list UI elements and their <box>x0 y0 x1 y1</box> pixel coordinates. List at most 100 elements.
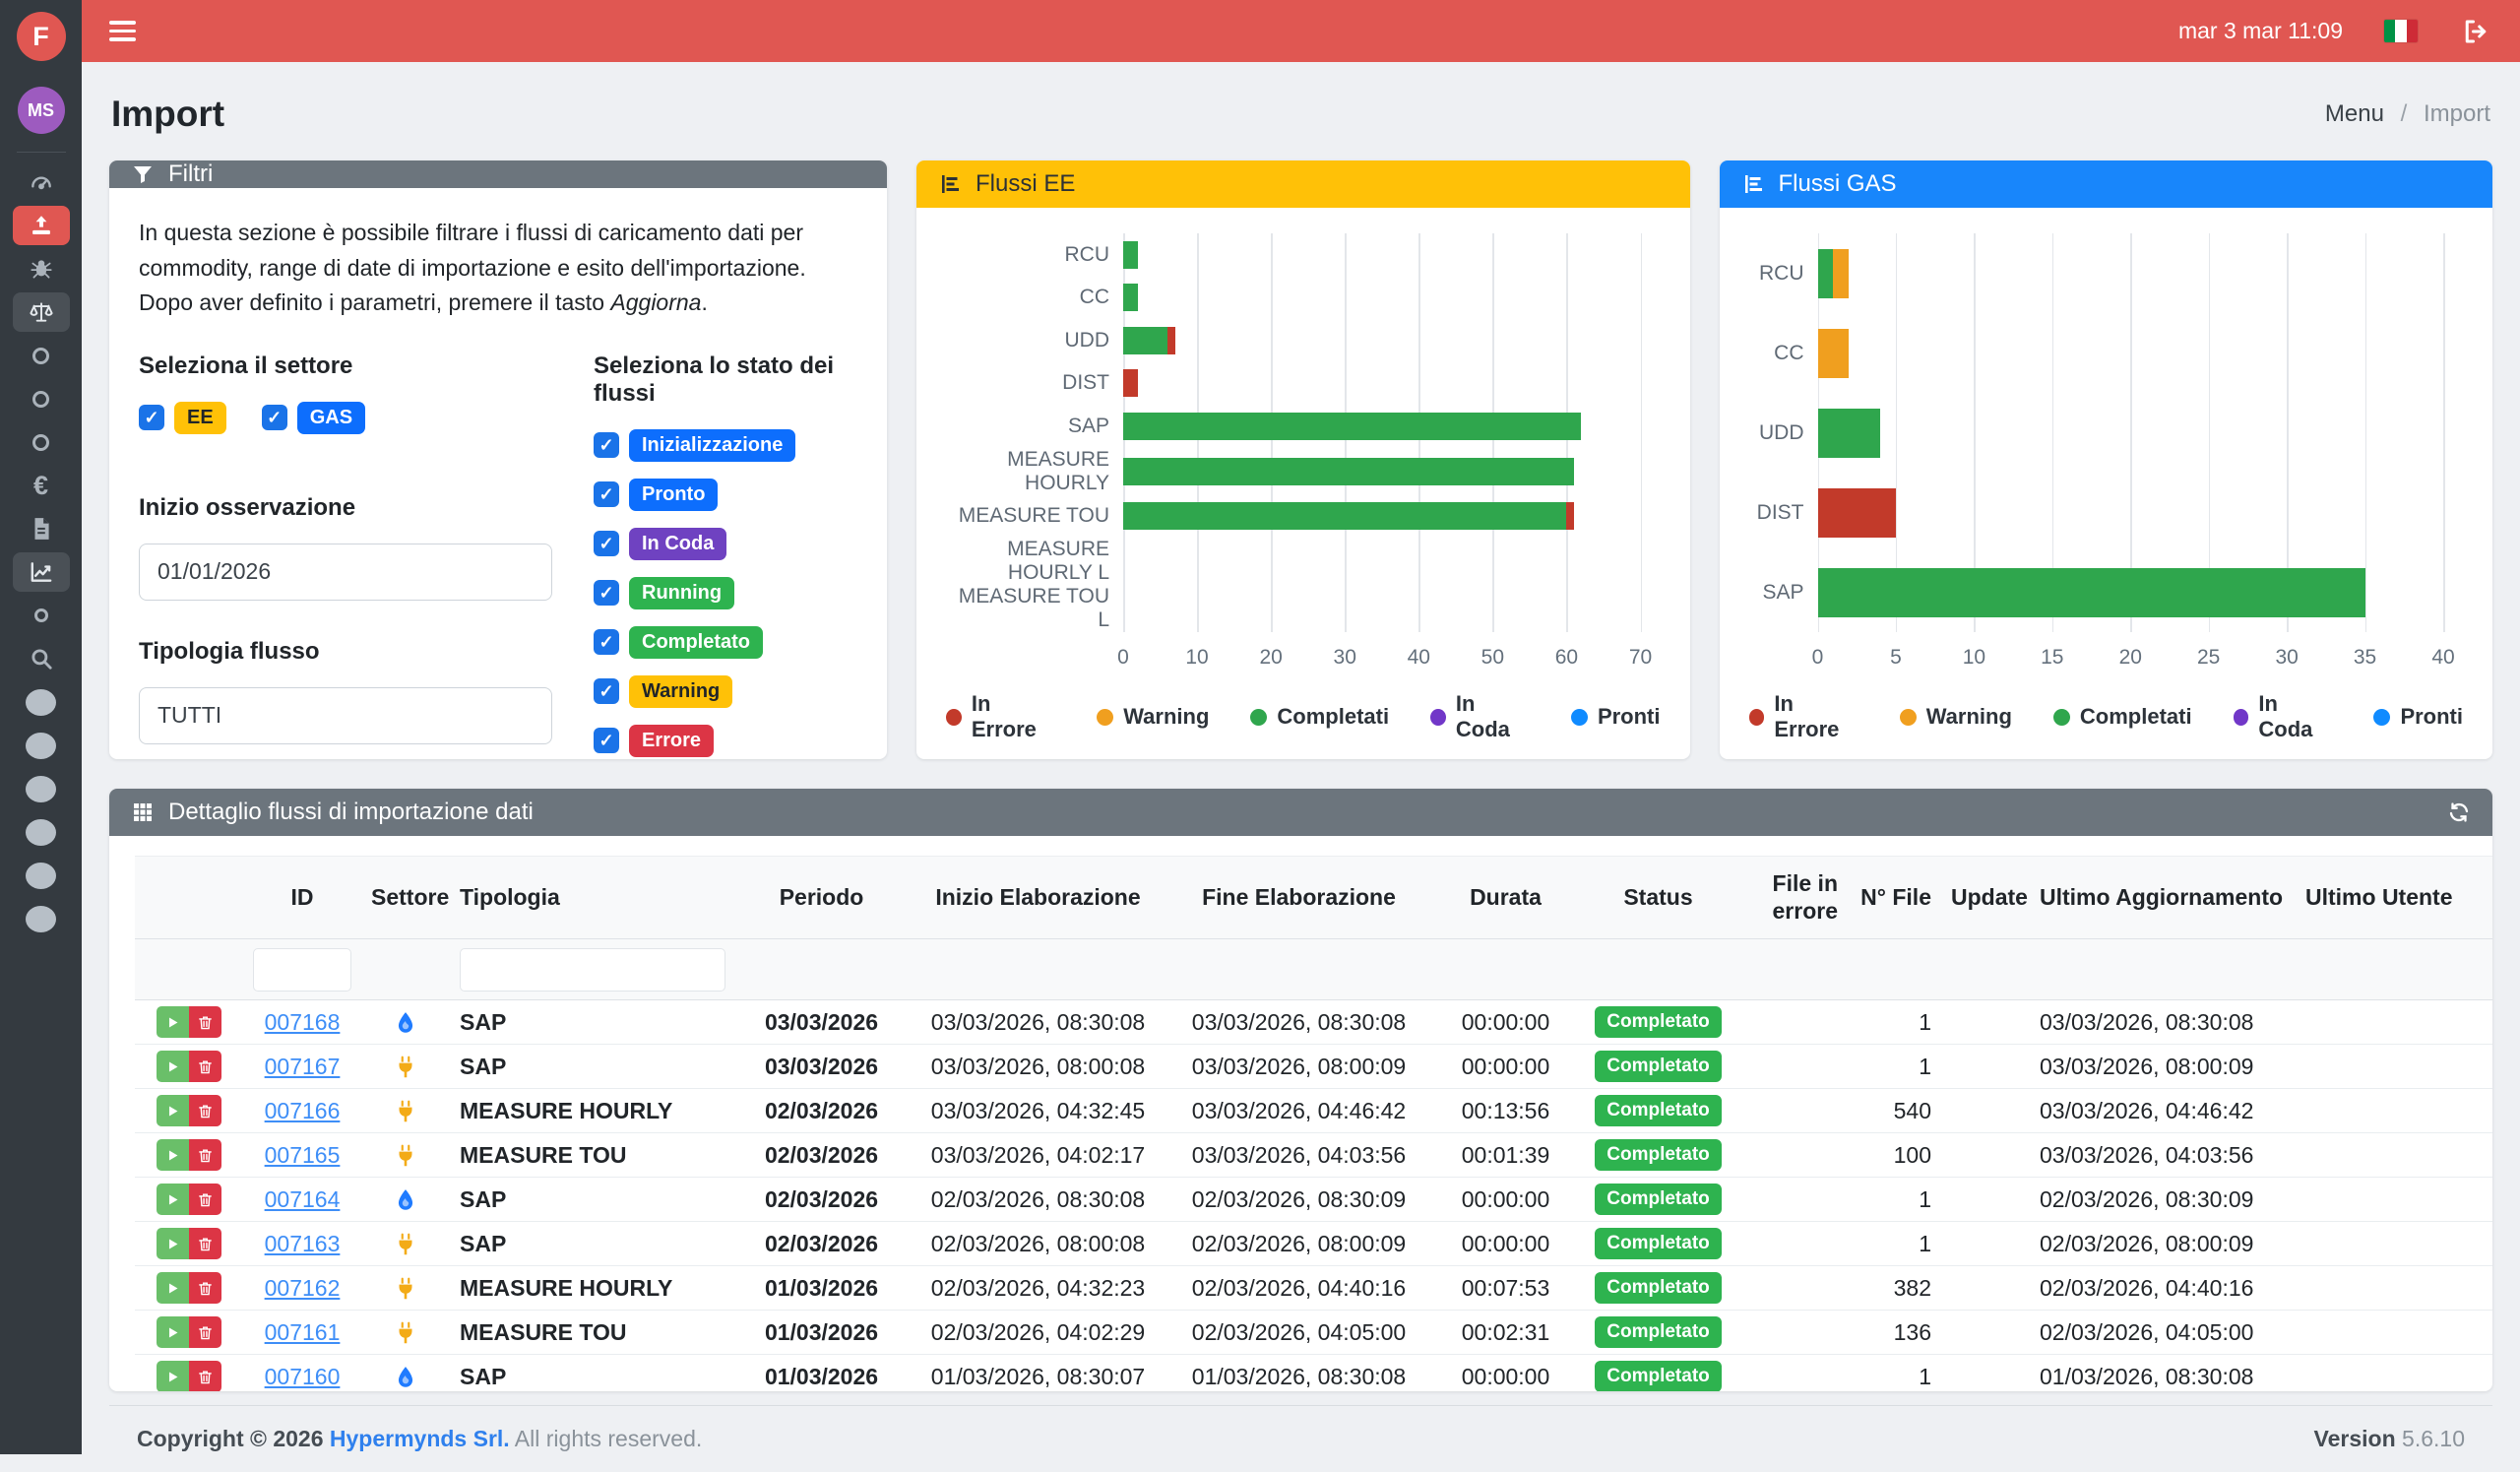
legend-item-completati[interactable]: Completati <box>1250 691 1389 742</box>
sidebar-item-item-1[interactable] <box>13 336 70 375</box>
column-header-Fine Elaborazione[interactable]: Fine Elaborazione <box>1168 857 1429 939</box>
table-scroll-area[interactable]: IDSettoreTipologiaPeriodoInizio Elaboraz… <box>109 836 2492 1391</box>
sidebar-item-bug[interactable] <box>13 249 70 288</box>
delete-flow-button[interactable] <box>189 1095 221 1126</box>
table-refresh-icon[interactable] <box>2447 800 2471 824</box>
delete-flow-button[interactable] <box>189 1361 221 1391</box>
flow-id-link[interactable]: 007166 <box>265 1098 341 1123</box>
legend-item-in-errore[interactable]: In Errore <box>1749 691 1858 742</box>
delete-flow-button[interactable] <box>189 1051 221 1082</box>
flow-id-link[interactable]: 007163 <box>265 1231 341 1256</box>
legend-item-warning[interactable]: Warning <box>1097 691 1209 742</box>
delete-flow-button[interactable] <box>189 1228 221 1259</box>
column-header-Tipologia[interactable]: Tipologia <box>450 857 735 939</box>
legend-item-in-errore[interactable]: In Errore <box>946 691 1055 742</box>
checkbox-gas[interactable]: ✓ <box>262 405 287 430</box>
legend-item-pronti[interactable]: Pronti <box>2373 691 2463 742</box>
flow-id-link[interactable]: 007167 <box>265 1054 341 1079</box>
checkbox-errore[interactable]: ✓ <box>594 728 619 753</box>
checkbox-completato[interactable]: ✓ <box>594 629 619 655</box>
flow-type-input[interactable] <box>139 687 552 744</box>
id-cell: 007161 <box>243 1311 361 1355</box>
start-date-input[interactable] <box>139 544 552 601</box>
flow-id-link[interactable]: 007162 <box>265 1275 341 1301</box>
flow-id-link[interactable]: 007168 <box>265 1009 341 1035</box>
flow-id-link[interactable]: 007160 <box>265 1364 341 1389</box>
column-header-Inizio Elaborazione[interactable]: Inizio Elaborazione <box>908 857 1168 939</box>
breadcrumb: Menu / Import <box>2325 100 2490 128</box>
sidebar-item-item-2[interactable] <box>13 379 70 418</box>
sidebar-item-search[interactable] <box>13 639 70 678</box>
checkbox-ee[interactable]: ✓ <box>139 405 164 430</box>
sidebar-item-item-7[interactable] <box>13 769 70 808</box>
sector-checkbox-group: ✓EE✓GAS <box>139 402 552 451</box>
column-header-ID[interactable]: ID <box>243 857 361 939</box>
legend-item-completati[interactable]: Completati <box>2053 691 2192 742</box>
language-flag-icon[interactable] <box>2384 20 2418 42</box>
column-header-Update[interactable]: Update <box>1941 857 2030 939</box>
axis-tick-label: 10 <box>1963 646 1985 670</box>
column-filter-input-id[interactable] <box>253 948 351 992</box>
app-logo[interactable]: F <box>17 12 66 61</box>
checkbox-warning[interactable]: ✓ <box>594 678 619 704</box>
run-flow-button[interactable] <box>157 1051 189 1082</box>
actions-cell <box>135 1178 243 1222</box>
delete-flow-button[interactable] <box>189 1272 221 1304</box>
sidebar-item-item-5[interactable] <box>13 682 70 722</box>
bar-track <box>1123 319 1641 362</box>
delete-flow-button[interactable] <box>189 1006 221 1038</box>
column-header-N° File[interactable]: N° File <box>1848 857 1941 939</box>
hamburger-menu-icon[interactable] <box>109 21 136 41</box>
bar-track <box>1818 393 2444 473</box>
column-filter-input-tipologia[interactable] <box>460 948 725 992</box>
breadcrumb-menu-link[interactable]: Menu <box>2325 100 2384 127</box>
delete-flow-button[interactable] <box>189 1316 221 1348</box>
run-flow-button[interactable] <box>157 1316 189 1348</box>
sidebar-item-balance[interactable] <box>13 292 70 332</box>
flow-id-link[interactable]: 007161 <box>265 1319 341 1345</box>
sidebar-item-item-9[interactable] <box>13 856 70 895</box>
run-flow-button[interactable] <box>157 1095 189 1126</box>
sidebar-item-dashboard[interactable] <box>13 162 70 202</box>
column-header-Status[interactable]: Status <box>1582 857 1734 939</box>
sidebar-item-item-4[interactable] <box>13 596 70 635</box>
flow-id-link[interactable]: 007164 <box>265 1186 341 1212</box>
column-header-File in errore[interactable]: File in errore <box>1734 857 1848 939</box>
checkbox-pronto[interactable]: ✓ <box>594 481 619 507</box>
sidebar-item-reports[interactable] <box>13 552 70 592</box>
delete-flow-button[interactable] <box>189 1139 221 1171</box>
checkbox-inizializzazione[interactable]: ✓ <box>594 432 619 458</box>
sidebar-item-import[interactable] <box>13 206 70 245</box>
sidebar-item-item-8[interactable] <box>13 812 70 852</box>
column-header-Settore[interactable]: Settore <box>361 857 450 939</box>
delete-flow-button[interactable] <box>189 1184 221 1215</box>
column-header-Durata[interactable]: Durata <box>1429 857 1582 939</box>
legend-item-in-coda[interactable]: In Coda <box>2234 691 2333 742</box>
legend-item-warning[interactable]: Warning <box>1900 691 2012 742</box>
sidebar-item-documents[interactable] <box>13 509 70 548</box>
run-flow-button[interactable] <box>157 1228 189 1259</box>
run-flow-button[interactable] <box>157 1184 189 1215</box>
legend-item-pronti[interactable]: Pronti <box>1571 691 1661 742</box>
checkbox-running[interactable]: ✓ <box>594 580 619 606</box>
column-header-Ultimo Aggiornamento[interactable]: Ultimo Aggiornamento <box>2030 857 2296 939</box>
column-header-Ultimo Utente[interactable]: Ultimo Utente <box>2296 857 2492 939</box>
last-user-cell <box>2296 1266 2492 1311</box>
column-header-actions[interactable] <box>135 857 243 939</box>
run-flow-button[interactable] <box>157 1361 189 1391</box>
sidebar-item-billing[interactable]: € <box>13 466 70 505</box>
legend-item-in-coda[interactable]: In Coda <box>1430 691 1530 742</box>
column-header-Periodo[interactable]: Periodo <box>735 857 908 939</box>
bar-track <box>1123 538 1641 585</box>
sidebar-item-item-10[interactable] <box>13 899 70 938</box>
company-link[interactable]: Hypermynds Srl. <box>330 1426 510 1451</box>
logout-icon[interactable] <box>2461 17 2490 46</box>
sidebar-item-item-6[interactable] <box>13 726 70 765</box>
user-avatar[interactable]: MS <box>18 87 65 134</box>
checkbox-in-coda[interactable]: ✓ <box>594 531 619 556</box>
run-flow-button[interactable] <box>157 1272 189 1304</box>
run-flow-button[interactable] <box>157 1139 189 1171</box>
flow-id-link[interactable]: 007165 <box>265 1142 341 1168</box>
run-flow-button[interactable] <box>157 1006 189 1038</box>
sidebar-item-item-3[interactable] <box>13 422 70 462</box>
